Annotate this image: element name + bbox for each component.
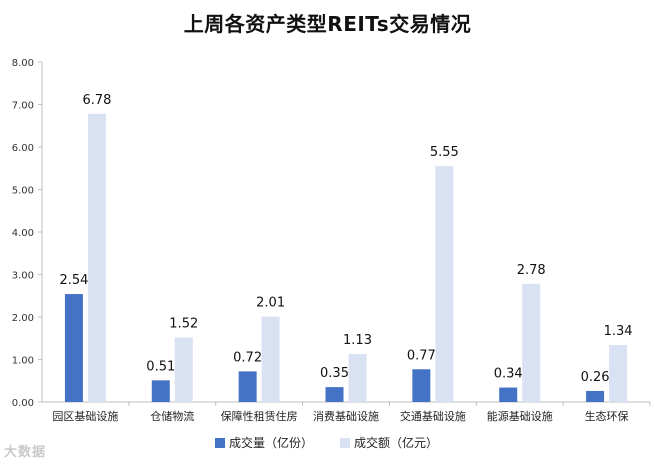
data-label: 5.55 [430,145,459,160]
bar-volume [325,387,344,402]
bar-volume [499,387,518,402]
x-category-label: 园区基础设施 [52,410,118,423]
data-label: 0.34 [494,367,523,382]
data-label: 1.13 [343,333,372,348]
data-label: 0.35 [320,366,349,381]
data-label: 0.26 [581,370,610,385]
bar-volume [238,371,257,402]
legend-swatch [215,438,225,448]
x-category-label: 生态环保 [585,409,629,423]
y-tick-label: 3.00 [12,271,34,282]
bar-amount [348,353,367,402]
y-tick-label: 4.00 [12,228,34,239]
legend-label: 成交额（亿元） [354,435,438,450]
data-label: 1.52 [169,316,198,331]
x-category-label: 消费基础设施 [313,409,379,423]
legend-label: 成交量（亿份） [229,435,313,450]
data-label: 0.72 [233,350,262,365]
bar-volume [586,390,605,402]
data-label: 6.78 [82,93,111,108]
chart-title: 上周各资产类型REITs交易情况 [183,12,472,36]
bar-volume [412,369,431,402]
bar-amount [87,113,106,402]
data-label: 0.77 [407,348,436,363]
y-tick-label: 6.00 [12,143,34,154]
y-tick-label: 5.00 [12,186,34,197]
bar-amount [174,337,193,402]
x-category-label: 仓储物流 [150,409,194,423]
bar-amount [609,345,628,402]
y-tick-label: 2.00 [12,313,34,324]
legend-swatch [340,438,350,448]
x-category-label: 能源基础设施 [487,409,553,423]
y-tick-label: 0.00 [12,398,34,409]
data-label: 1.34 [604,324,633,339]
bar-amount [435,166,454,402]
y-tick-label: 7.00 [12,101,34,112]
bar-amount [261,316,280,402]
bar-volume [64,294,83,402]
y-tick-label: 1.00 [12,356,34,367]
data-label: 0.51 [146,359,175,374]
data-label: 2.78 [517,263,546,278]
bar-amount [522,283,541,402]
bar-volume [151,380,170,402]
y-tick-label: 8.00 [12,58,34,69]
data-label: 2.01 [256,296,285,311]
data-label: 2.54 [59,273,88,288]
watermark-logo: 大数据 [4,445,47,460]
x-category-label: 交通基础设施 [400,409,466,423]
x-category-label: 保障性租赁住房 [221,409,298,423]
